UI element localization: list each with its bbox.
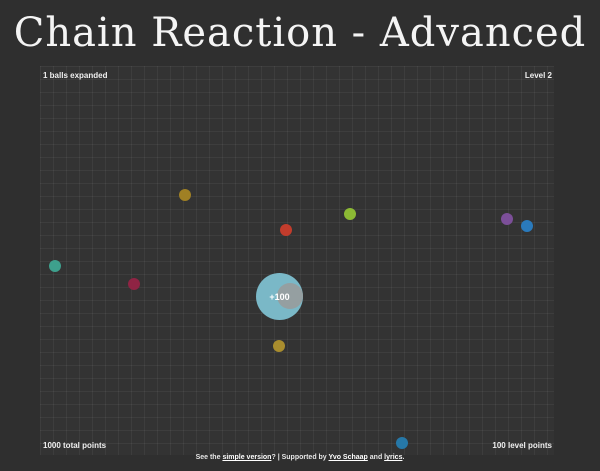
ball-red [280, 224, 292, 236]
game-title: Chain Reaction - Advanced [13, 10, 587, 56]
absorbed-ball [277, 283, 303, 309]
total-points: 1000 total points [43, 441, 107, 450]
ball-gold-upper [179, 189, 191, 201]
footer-middle: ? | Supported by [271, 454, 329, 461]
balls-expanded-counter: 1 balls expanded [43, 71, 108, 80]
footer-prefix: See the [195, 454, 223, 461]
ball-gold-lower [273, 340, 285, 352]
game-board[interactable] [40, 66, 554, 455]
ball-green [344, 208, 356, 220]
footer-suffix: . [402, 454, 405, 461]
simple-version-link[interactable]: simple version [222, 454, 272, 461]
lyrics-link[interactable]: lyrics [384, 454, 403, 461]
level-indicator: Level 2 [524, 71, 552, 80]
ball-blue-bottom [396, 437, 408, 449]
author-link[interactable]: Yvo Schaap [328, 454, 368, 461]
ball-magenta [128, 278, 140, 290]
ball-purple [501, 213, 513, 225]
ball-blue-right [521, 220, 533, 232]
footer-and: and [367, 454, 385, 461]
level-points: 100 level points [492, 441, 552, 450]
ball-teal [49, 260, 61, 272]
expanded-ball-points: +100 [269, 291, 290, 302]
footer: See the simple version? | Supported by Y… [0, 454, 600, 461]
expanded-ball: +100 [256, 273, 303, 320]
